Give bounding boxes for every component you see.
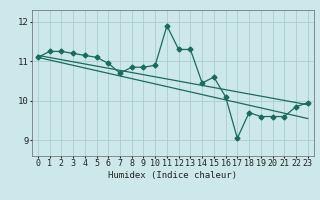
X-axis label: Humidex (Indice chaleur): Humidex (Indice chaleur) (108, 171, 237, 180)
